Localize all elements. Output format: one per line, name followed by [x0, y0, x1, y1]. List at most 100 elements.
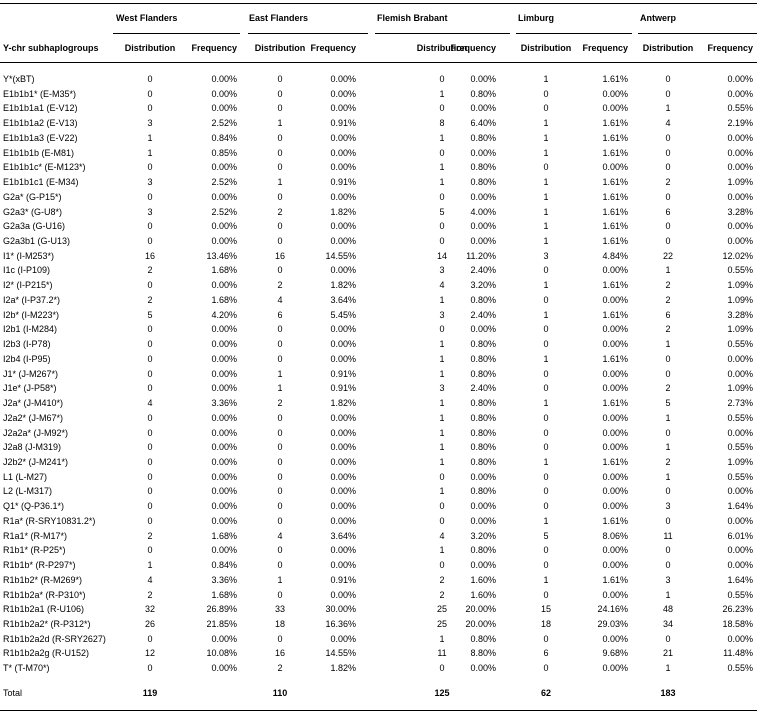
distribution-cell: 0	[277, 265, 283, 276]
distribution-cell: 2	[147, 294, 153, 305]
frequency-cell: 0.00%	[330, 74, 356, 84]
frequency-cell: 0.80%	[470, 368, 496, 379]
frequency-cell: 0.00%	[470, 191, 496, 202]
distribution-cell: 0	[277, 486, 283, 497]
region-underline	[248, 33, 368, 34]
frequency-cell: 0.00%	[330, 456, 356, 467]
distribution-cell: 25	[436, 619, 448, 629]
frequency-cell: 0.55%	[727, 663, 753, 674]
row-header: Y-chr subhaplogroups	[3, 43, 99, 53]
distribution-cell: 1	[439, 633, 445, 644]
frequency-cell: 0.00%	[470, 663, 496, 674]
frequency-cell: 0.00%	[211, 501, 237, 512]
distribution-cell: 0	[543, 633, 549, 644]
frequency-cell: 4.20%	[211, 309, 237, 320]
frequency-cell: 0.00%	[330, 427, 356, 438]
frequency-cell: 0.84%	[211, 132, 237, 143]
distribution-cell: 0	[277, 74, 283, 84]
frequency-cell: 0.00%	[330, 147, 356, 158]
row-label: R1b1b2a2* (R-P312*)	[3, 619, 91, 629]
distribution-cell: 0	[277, 221, 283, 232]
distribution-cell: 0	[147, 324, 153, 335]
frequency-cell: 0.00%	[211, 88, 237, 99]
distribution-cell: 0	[147, 74, 153, 84]
row-label: R1b1b2a2g (R-U152)	[3, 648, 90, 659]
frequency-cell: 0.00%	[727, 515, 753, 526]
frequency-cell: 0.00%	[727, 88, 753, 99]
distribution-cell: 16	[274, 648, 286, 659]
row-label: R1b1b2a* (R-P310*)	[3, 589, 86, 600]
distribution-cell: 2	[147, 265, 153, 276]
row-label: E1b1b1* (E-M35*)	[3, 88, 77, 99]
distribution-cell: 5	[543, 530, 549, 541]
frequency-cell: 0.91%	[330, 177, 356, 188]
column-header: Frequency	[582, 43, 628, 53]
frequency-cell: 0.00%	[602, 633, 628, 644]
frequency-cell: 4.84%	[602, 250, 628, 261]
distribution-cell: 0	[277, 515, 283, 526]
distribution-cell: 0	[543, 442, 549, 453]
distribution-cell: 1	[665, 471, 671, 482]
distribution-cell: 0	[543, 471, 549, 482]
distribution-cell: 3	[439, 265, 445, 276]
frequency-cell: 0.00%	[602, 412, 628, 423]
row-label: J2a* (J-M410*)	[3, 398, 64, 409]
frequency-cell: 8.80%	[470, 648, 496, 659]
frequency-cell: 30.00%	[325, 604, 356, 615]
distribution-cell: 0	[147, 339, 153, 350]
frequency-cell: 1.09%	[727, 177, 753, 188]
frequency-cell: 1.68%	[211, 294, 237, 305]
frequency-cell: 0.00%	[211, 339, 237, 350]
distribution-cell: 2	[665, 383, 671, 394]
distribution-cell: 0	[439, 103, 445, 114]
frequency-cell: 1.09%	[727, 383, 753, 394]
row-label: E1b1b1a2 (E-V13)	[3, 118, 78, 129]
frequency-cell: 0.00%	[211, 633, 237, 644]
distribution-cell: 0	[665, 633, 671, 644]
frequency-cell: 0.91%	[330, 368, 356, 379]
frequency-cell: 0.00%	[211, 221, 237, 232]
frequency-cell: 3.20%	[470, 280, 496, 291]
frequency-cell: 0.91%	[330, 574, 356, 585]
distribution-cell: 1	[277, 383, 283, 394]
frequency-cell: 0.00%	[727, 353, 753, 364]
frequency-cell: 0.00%	[602, 486, 628, 497]
distribution-cell: 0	[277, 324, 283, 335]
frequency-cell: 0.00%	[602, 663, 628, 674]
distribution-cell: 1	[439, 368, 445, 379]
distribution-cell: 48	[662, 604, 674, 615]
distribution-cell: 1	[439, 162, 445, 173]
frequency-cell: 0.00%	[211, 412, 237, 423]
frequency-cell: 0.00%	[470, 221, 496, 232]
distribution-cell: 3	[147, 118, 153, 129]
row-label: I2b1 (I-M284)	[3, 324, 58, 335]
row-label: G2a3a (G-U16)	[3, 221, 66, 232]
frequency-cell: 0.80%	[470, 339, 496, 350]
distribution-cell: 1	[277, 177, 283, 188]
frequency-cell: 3.64%	[330, 294, 356, 305]
frequency-cell: 0.00%	[211, 471, 237, 482]
distribution-cell: 4	[147, 574, 153, 585]
region-name: Antwerp	[640, 13, 676, 23]
row-label: L2 (L-M317)	[3, 486, 53, 497]
row-label: R1a* (R-SRY10831.2*)	[3, 515, 96, 526]
frequency-cell: 0.80%	[470, 633, 496, 644]
distribution-cell: 0	[147, 88, 153, 99]
frequency-cell: 1.09%	[727, 280, 753, 291]
column-header: Distribution	[520, 43, 572, 53]
distribution-cell: 1	[147, 560, 153, 571]
distribution-cell: 2	[665, 280, 671, 291]
distribution-cell: 0	[543, 663, 549, 674]
row-label: R1a1* (R-M17*)	[3, 530, 68, 541]
distribution-cell: 0	[147, 633, 153, 644]
frequency-cell: 0.80%	[470, 412, 496, 423]
column-header: Frequency	[707, 43, 753, 53]
frequency-cell: 1.61%	[602, 118, 628, 129]
frequency-cell: 0.00%	[602, 383, 628, 394]
distribution-cell: 26	[144, 619, 156, 629]
frequency-cell: 0.55%	[727, 471, 753, 482]
distribution-cell: 1	[543, 236, 549, 247]
distribution-cell: 6	[277, 309, 283, 320]
distribution-cell: 0	[277, 147, 283, 158]
frequency-cell: 24.16%	[597, 604, 628, 615]
